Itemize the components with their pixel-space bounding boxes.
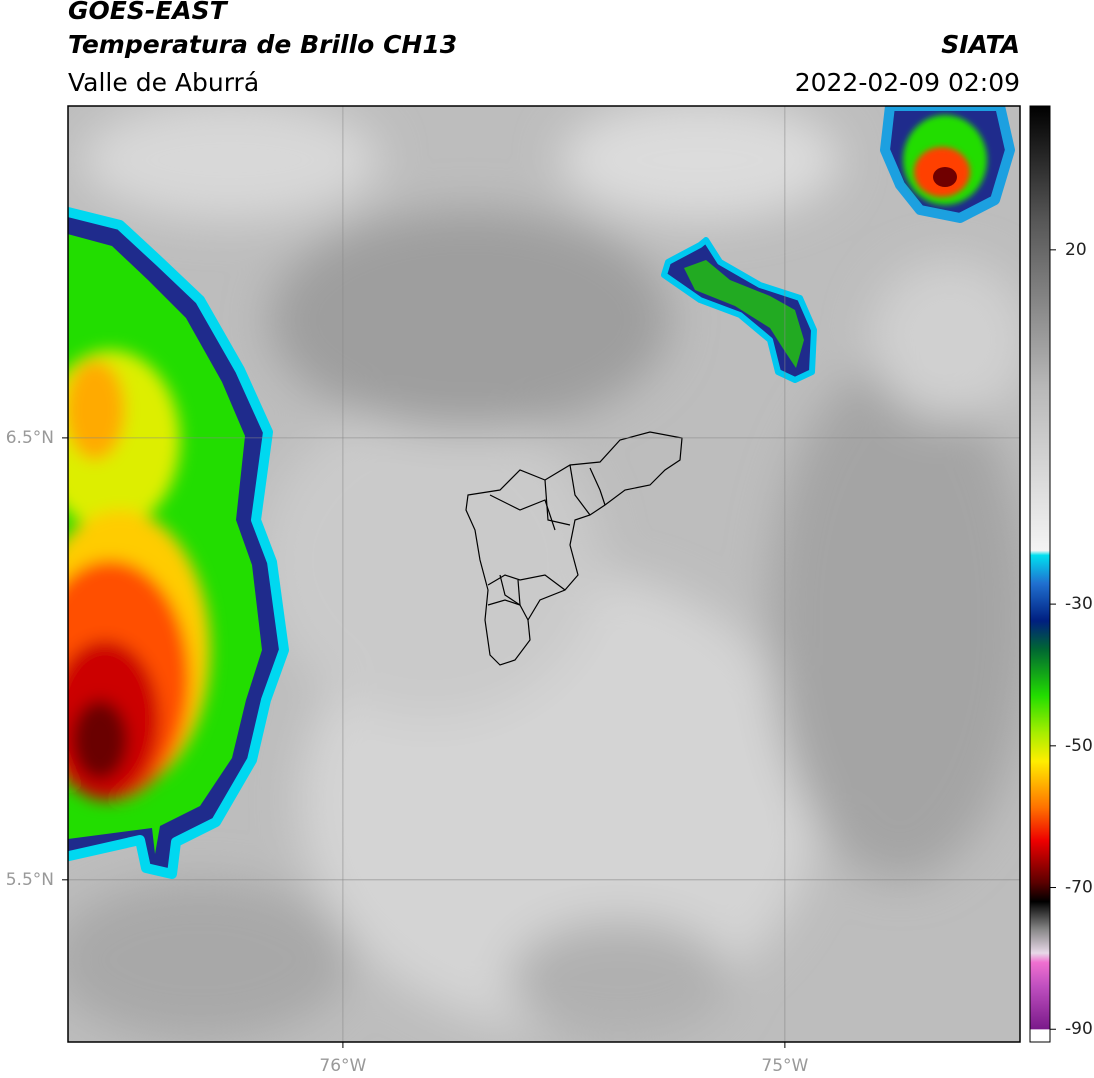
colorbar [1029, 105, 1051, 1043]
map-frame [67, 105, 1021, 1043]
satellite-image [68, 106, 1020, 1042]
x-tick-label: 76°W [319, 1056, 366, 1076]
colorbar-tick-label: -50 [1065, 736, 1093, 756]
colorbar-tick-label: -70 [1065, 878, 1093, 898]
municipal-boundaries [465, 431, 683, 666]
colorbar-tick-label: 20 [1065, 240, 1087, 260]
region: Valle de Aburrá [68, 68, 259, 97]
y-tick-label: 6.5°N [6, 428, 54, 448]
datetime: 2022-02-09 02:09 [795, 68, 1020, 97]
title: GOES-EAST [68, 0, 229, 25]
colorbar-tick-label: -30 [1065, 594, 1093, 614]
y-tick-label: 5.5°N [6, 870, 54, 890]
source: SIATA [941, 30, 1020, 59]
product: Temperatura de Brillo CH13 [68, 30, 457, 59]
colorbar-tick-label: -90 [1065, 1019, 1093, 1039]
x-tick-label: 75°W [761, 1056, 808, 1076]
graticule [68, 106, 1020, 1042]
